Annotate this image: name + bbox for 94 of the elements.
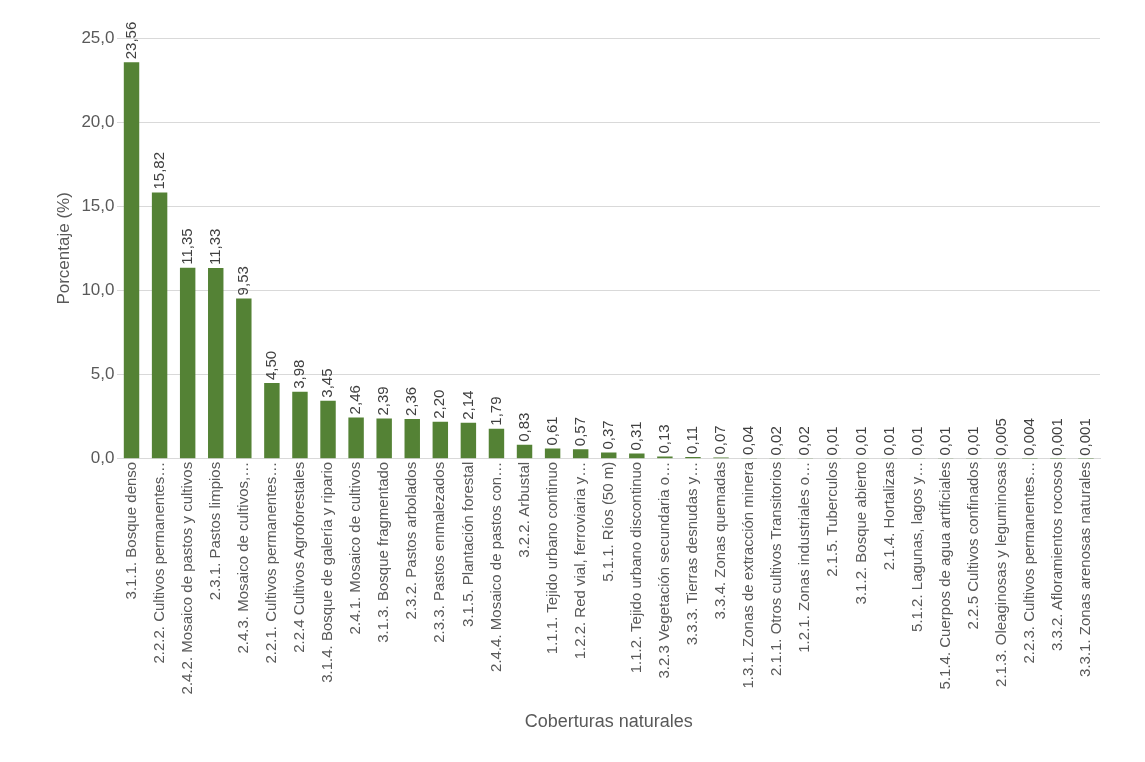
data-label: 0,04	[739, 425, 757, 456]
x-tick-label: 2.4.4. Mosaico de pastos con…	[486, 461, 504, 672]
bar	[376, 418, 392, 459]
x-tick-label: 3.3.4. Zonas quemadas	[711, 461, 729, 620]
data-label: 2,20	[430, 389, 448, 419]
data-label: 2,39	[374, 386, 392, 416]
x-tick-label: 2.2.2. Cultivos permanentes…	[149, 461, 167, 664]
bar	[123, 62, 140, 459]
data-label: 0,37	[598, 420, 616, 450]
y-tick-label: 20,0	[81, 111, 115, 131]
data-label: 0,01	[963, 426, 981, 456]
x-tick-label: 5.1.4. Cuerpos de agua artificiales	[935, 461, 953, 690]
x-tick-label: 5.1.2. Lagunas, lagos y…	[907, 461, 925, 632]
data-label: 11,35	[177, 228, 195, 265]
x-tick-label: 3.1.4. Bosque de galería y ripario	[318, 461, 336, 683]
data-label: 0,01	[879, 426, 897, 456]
x-tick-label: 3.1.2. Bosque abierto	[851, 461, 869, 605]
data-label: 0,11	[683, 425, 701, 454]
bar	[292, 391, 308, 459]
data-label: 11,33	[205, 228, 223, 266]
x-tick-label: 3.3.3. Tierras desnudas y…	[683, 461, 701, 646]
data-label: 0,01	[935, 426, 953, 456]
x-tick-label: 2.1.5. Tuberculos	[823, 461, 841, 577]
data-label: 0,001	[1076, 418, 1094, 456]
y-tick-label: 10,0	[81, 280, 115, 300]
x-tick-label: 1.1.2. Tejido urbano discontinuo	[626, 461, 644, 674]
data-label: 3,45	[318, 368, 336, 398]
data-label: 15,82	[149, 151, 167, 190]
x-tick-label: 2.2.1. Cultivos permanentes…	[262, 461, 280, 664]
data-label: 0,61	[542, 416, 560, 446]
x-tick-label: 2.4.1. Mosaico de cultivos	[346, 461, 364, 635]
bar	[488, 428, 505, 459]
x-tick-label: 1.2.2. Red vial, ferroviaria y…	[570, 461, 588, 660]
y-tick-label: 0,0	[90, 448, 115, 468]
data-label: 0,83	[514, 412, 532, 442]
x-tick-label: 3.3.2. Afloramientos rocosos	[1048, 461, 1066, 652]
x-tick-label: 2.1.3. Oleaginosas y leguminosas	[991, 461, 1009, 687]
x-tick-label: 3.2.2. Arbustal	[514, 461, 532, 558]
y-tick-label: 25,0	[81, 27, 115, 47]
bar	[208, 268, 224, 459]
data-label: 0,01	[823, 426, 841, 456]
y-axis-title: Porcentaje (%)	[53, 192, 73, 305]
data-label: 0,005	[991, 418, 1009, 456]
y-tick-label: 15,0	[81, 196, 115, 215]
data-label: 4,50	[262, 350, 280, 381]
x-tick-label: 2.3.2. Pastos arbolados	[402, 461, 420, 620]
bar	[236, 298, 252, 459]
x-tick-label: 2.1.4. Hortalizas	[879, 461, 897, 571]
data-label: 0,02	[795, 426, 813, 456]
data-label: 0,02	[767, 426, 785, 456]
bar	[179, 267, 196, 459]
data-label: 0,001	[1048, 418, 1066, 456]
x-tick-label: 2.2.3. Cultivos permanentes…	[1019, 461, 1037, 664]
x-tick-label: 2.3.1. Pastos limpios	[205, 461, 223, 601]
x-tick-label: 1.2.1. Zonas industriales o…	[795, 461, 813, 653]
data-label: 2,14	[458, 390, 476, 420]
data-label: 9,53	[233, 266, 251, 296]
x-tick-label: 3.3.1. Zonas arenosas naturales	[1076, 461, 1094, 677]
x-axis-title: Coberturas naturales	[524, 711, 693, 732]
data-label: 0,01	[907, 426, 925, 456]
bar	[264, 383, 280, 459]
bar	[404, 419, 420, 459]
x-tick-label: 3.2.3 Vegetación secundaria o…	[655, 461, 673, 679]
y-tick-label: 5,0	[90, 364, 115, 384]
x-tick-label: 3.1.1. Bosque denso	[121, 461, 139, 600]
x-tick-label: 2.1.1. Otros cultivos Transitorios	[767, 461, 785, 677]
data-label: 0,07	[711, 425, 729, 455]
data-label: 2,46	[346, 385, 364, 415]
x-tick-label: 2.2.5 Cultivos confinados	[963, 461, 981, 630]
data-label: 0,01	[851, 426, 869, 456]
bar	[572, 449, 589, 459]
bar	[460, 422, 477, 459]
data-label: 0,004	[1019, 418, 1037, 456]
x-tick-label: 1.1.1. Tejido urbano continuo	[542, 461, 560, 655]
data-label: 0,57	[570, 416, 588, 447]
x-tick-label: 3.1.3. Bosque fragmentado	[374, 461, 392, 643]
x-tick-label: 3.1.5. Plantación forestal	[458, 461, 476, 627]
data-label: 0,31	[626, 421, 644, 451]
x-tick-label: 5.1.1. Ríos (50 m)	[598, 461, 616, 582]
x-tick-label: 2.3.3. Pastos enmalezados	[430, 461, 448, 643]
bar	[348, 417, 364, 459]
data-label: 3,98	[290, 359, 308, 389]
data-label: 23,56	[121, 21, 139, 60]
bar	[151, 192, 168, 459]
data-label: 0,13	[655, 424, 673, 454]
x-tick-label: 2.2.4 Cultivos Agroforestales	[290, 461, 308, 653]
x-tick-label: 2.4.3. Mosaico de cultivos,…	[233, 461, 251, 654]
x-tick-label: 1.3.1. Zonas de extracción minera	[739, 461, 757, 689]
x-tick-label: 2.4.2. Mosaico de pastos y cultivos	[177, 461, 195, 695]
bar	[432, 421, 449, 459]
data-label: 2,36	[402, 386, 420, 417]
bar	[516, 444, 533, 459]
bar	[320, 400, 336, 459]
data-label: 1,79	[486, 396, 504, 426]
